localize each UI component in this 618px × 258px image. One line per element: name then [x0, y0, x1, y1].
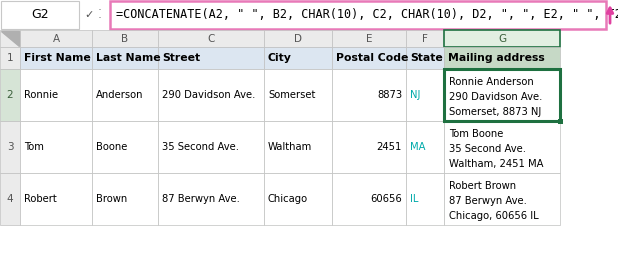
- Bar: [264, 121, 332, 173]
- Bar: [444, 173, 560, 225]
- Text: First Name: First Name: [24, 53, 91, 63]
- Text: G: G: [498, 34, 506, 44]
- Text: Anderson: Anderson: [96, 90, 143, 100]
- Bar: [20, 47, 92, 69]
- Text: Brown: Brown: [96, 194, 127, 204]
- Text: 35 Second Ave.: 35 Second Ave.: [449, 144, 526, 154]
- Bar: [158, 69, 264, 121]
- Bar: [406, 121, 444, 173]
- Bar: [264, 30, 332, 47]
- Text: 290 Davidson Ave.: 290 Davidson Ave.: [162, 90, 255, 100]
- Text: B: B: [122, 34, 129, 44]
- Bar: [0, 0, 618, 30]
- Text: Waltham, 2451 MA: Waltham, 2451 MA: [449, 159, 543, 169]
- Bar: [158, 121, 264, 173]
- Text: City: City: [268, 53, 292, 63]
- Bar: [92, 47, 158, 69]
- Bar: [444, 69, 560, 121]
- Text: Boone: Boone: [96, 142, 127, 152]
- Text: A: A: [53, 34, 59, 44]
- Bar: [158, 173, 264, 225]
- Bar: [406, 30, 444, 47]
- Bar: [92, 121, 158, 173]
- Bar: [0, 69, 20, 121]
- Bar: [20, 69, 92, 121]
- Bar: [332, 30, 406, 47]
- Bar: [110, 1, 606, 29]
- Bar: [332, 47, 406, 69]
- Bar: [0, 47, 20, 69]
- Text: Tom Boone: Tom Boone: [449, 129, 504, 139]
- Text: Chicago: Chicago: [268, 194, 308, 204]
- Text: ⁚: ⁚: [98, 9, 102, 21]
- Bar: [92, 69, 158, 121]
- Text: Ronnie: Ronnie: [24, 90, 58, 100]
- Bar: [264, 69, 332, 121]
- Bar: [444, 30, 560, 47]
- Bar: [406, 69, 444, 121]
- Text: 290 Davidson Ave.: 290 Davidson Ave.: [449, 92, 543, 102]
- Text: E: E: [366, 34, 372, 44]
- Bar: [92, 173, 158, 225]
- Text: Somerset: Somerset: [268, 90, 315, 100]
- Bar: [0, 121, 20, 173]
- Text: ✓: ✓: [84, 10, 93, 20]
- Text: Robert: Robert: [24, 194, 57, 204]
- Text: G2: G2: [31, 9, 49, 21]
- Bar: [1, 1, 79, 29]
- Text: Postal Code: Postal Code: [336, 53, 408, 63]
- Bar: [332, 69, 406, 121]
- Text: Chicago, 60656 IL: Chicago, 60656 IL: [449, 211, 539, 221]
- Text: F: F: [422, 34, 428, 44]
- Polygon shape: [1, 31, 19, 46]
- Text: 3: 3: [7, 142, 14, 152]
- Text: 1: 1: [7, 53, 14, 63]
- Text: C: C: [207, 34, 214, 44]
- Bar: [264, 47, 332, 69]
- Bar: [158, 47, 264, 69]
- Bar: [20, 121, 92, 173]
- Text: Last Name: Last Name: [96, 53, 161, 63]
- Text: NJ: NJ: [410, 90, 420, 100]
- Bar: [444, 47, 560, 69]
- Bar: [557, 118, 562, 124]
- Bar: [444, 69, 560, 121]
- Bar: [0, 30, 20, 47]
- Text: 60656: 60656: [370, 194, 402, 204]
- Text: 8873: 8873: [377, 90, 402, 100]
- Text: 35 Second Ave.: 35 Second Ave.: [162, 142, 239, 152]
- Text: Ronnie Anderson: Ronnie Anderson: [449, 77, 534, 87]
- Text: 2: 2: [7, 90, 14, 100]
- Bar: [158, 30, 264, 47]
- Text: MA: MA: [410, 142, 426, 152]
- Text: 4: 4: [7, 194, 14, 204]
- Text: 87 Berwyn Ave.: 87 Berwyn Ave.: [449, 196, 527, 206]
- Text: Robert Brown: Robert Brown: [449, 181, 516, 191]
- Bar: [332, 121, 406, 173]
- Bar: [406, 173, 444, 225]
- Bar: [264, 173, 332, 225]
- Bar: [444, 121, 560, 173]
- Bar: [20, 30, 92, 47]
- Bar: [332, 173, 406, 225]
- Text: Mailing address: Mailing address: [448, 53, 544, 63]
- Bar: [406, 47, 444, 69]
- Text: IL: IL: [410, 194, 418, 204]
- Text: Somerset, 8873 NJ: Somerset, 8873 NJ: [449, 107, 541, 117]
- Text: =CONCATENATE(A2, " ", B2, CHAR(10), C2, CHAR(10), D2, ", ", E2, " ", F2): =CONCATENATE(A2, " ", B2, CHAR(10), C2, …: [116, 9, 618, 21]
- Text: Waltham: Waltham: [268, 142, 312, 152]
- Bar: [20, 173, 92, 225]
- Bar: [0, 173, 20, 225]
- Text: 2451: 2451: [376, 142, 402, 152]
- Text: D: D: [294, 34, 302, 44]
- Text: Tom: Tom: [24, 142, 44, 152]
- Text: State: State: [410, 53, 442, 63]
- Text: Street: Street: [162, 53, 200, 63]
- Bar: [92, 30, 158, 47]
- Text: 87 Berwyn Ave.: 87 Berwyn Ave.: [162, 194, 240, 204]
